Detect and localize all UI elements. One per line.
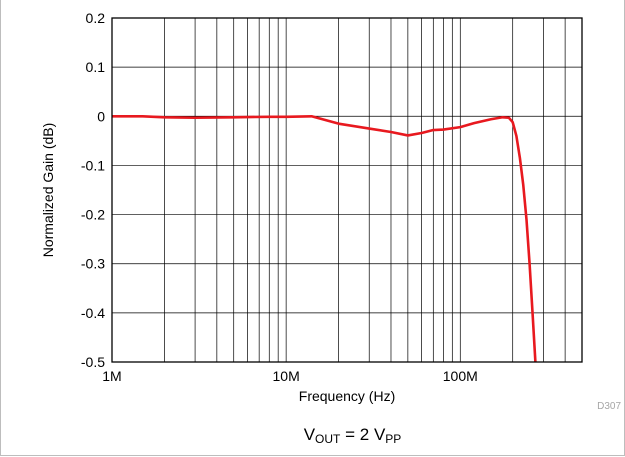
plot-border [111, 17, 583, 363]
y-tick-label: -0.3 [81, 256, 105, 272]
x-tick-label: 100M [443, 368, 478, 384]
series-group [112, 114, 537, 363]
y-tick-label: -0.5 [81, 354, 105, 370]
x-axis-label: Frequency (Hz) [299, 388, 395, 404]
x-tick-labels: 1M 10M 100M [102, 368, 478, 384]
x-tick-label: 10M [273, 368, 300, 384]
condition-value: = 2 V [340, 425, 386, 444]
test-condition: VOUT = 2 VPP [0, 425, 625, 446]
y-tick-label: 0.1 [86, 59, 106, 75]
y-tick-label: 0 [97, 108, 105, 124]
y-tick-label: 0.2 [86, 10, 106, 26]
series-line-1 [112, 114, 537, 363]
y-tick-labels: 0.2 0.1 0 -0.1 -0.2 -0.3 -0.4 -0.5 [81, 10, 105, 370]
condition-symbol: V [303, 425, 316, 444]
y-tick-label: -0.1 [81, 157, 105, 173]
gain-chart: 0.2 0.1 0 -0.1 -0.2 -0.3 -0.4 -0.5 1M 10M 100M Fr… [40, 10, 583, 404]
condition-subscript-out: OUT [315, 432, 341, 446]
y-tick-label: -0.4 [81, 305, 105, 321]
y-tick-label: -0.2 [81, 207, 105, 223]
x-tick-label: 1M [102, 368, 121, 384]
y-axis-label: Normalized Gain (dB) [40, 123, 56, 258]
condition-subscript-pp: PP [385, 432, 402, 446]
figure-code: D307 [597, 401, 621, 412]
grid-lines [112, 18, 582, 362]
